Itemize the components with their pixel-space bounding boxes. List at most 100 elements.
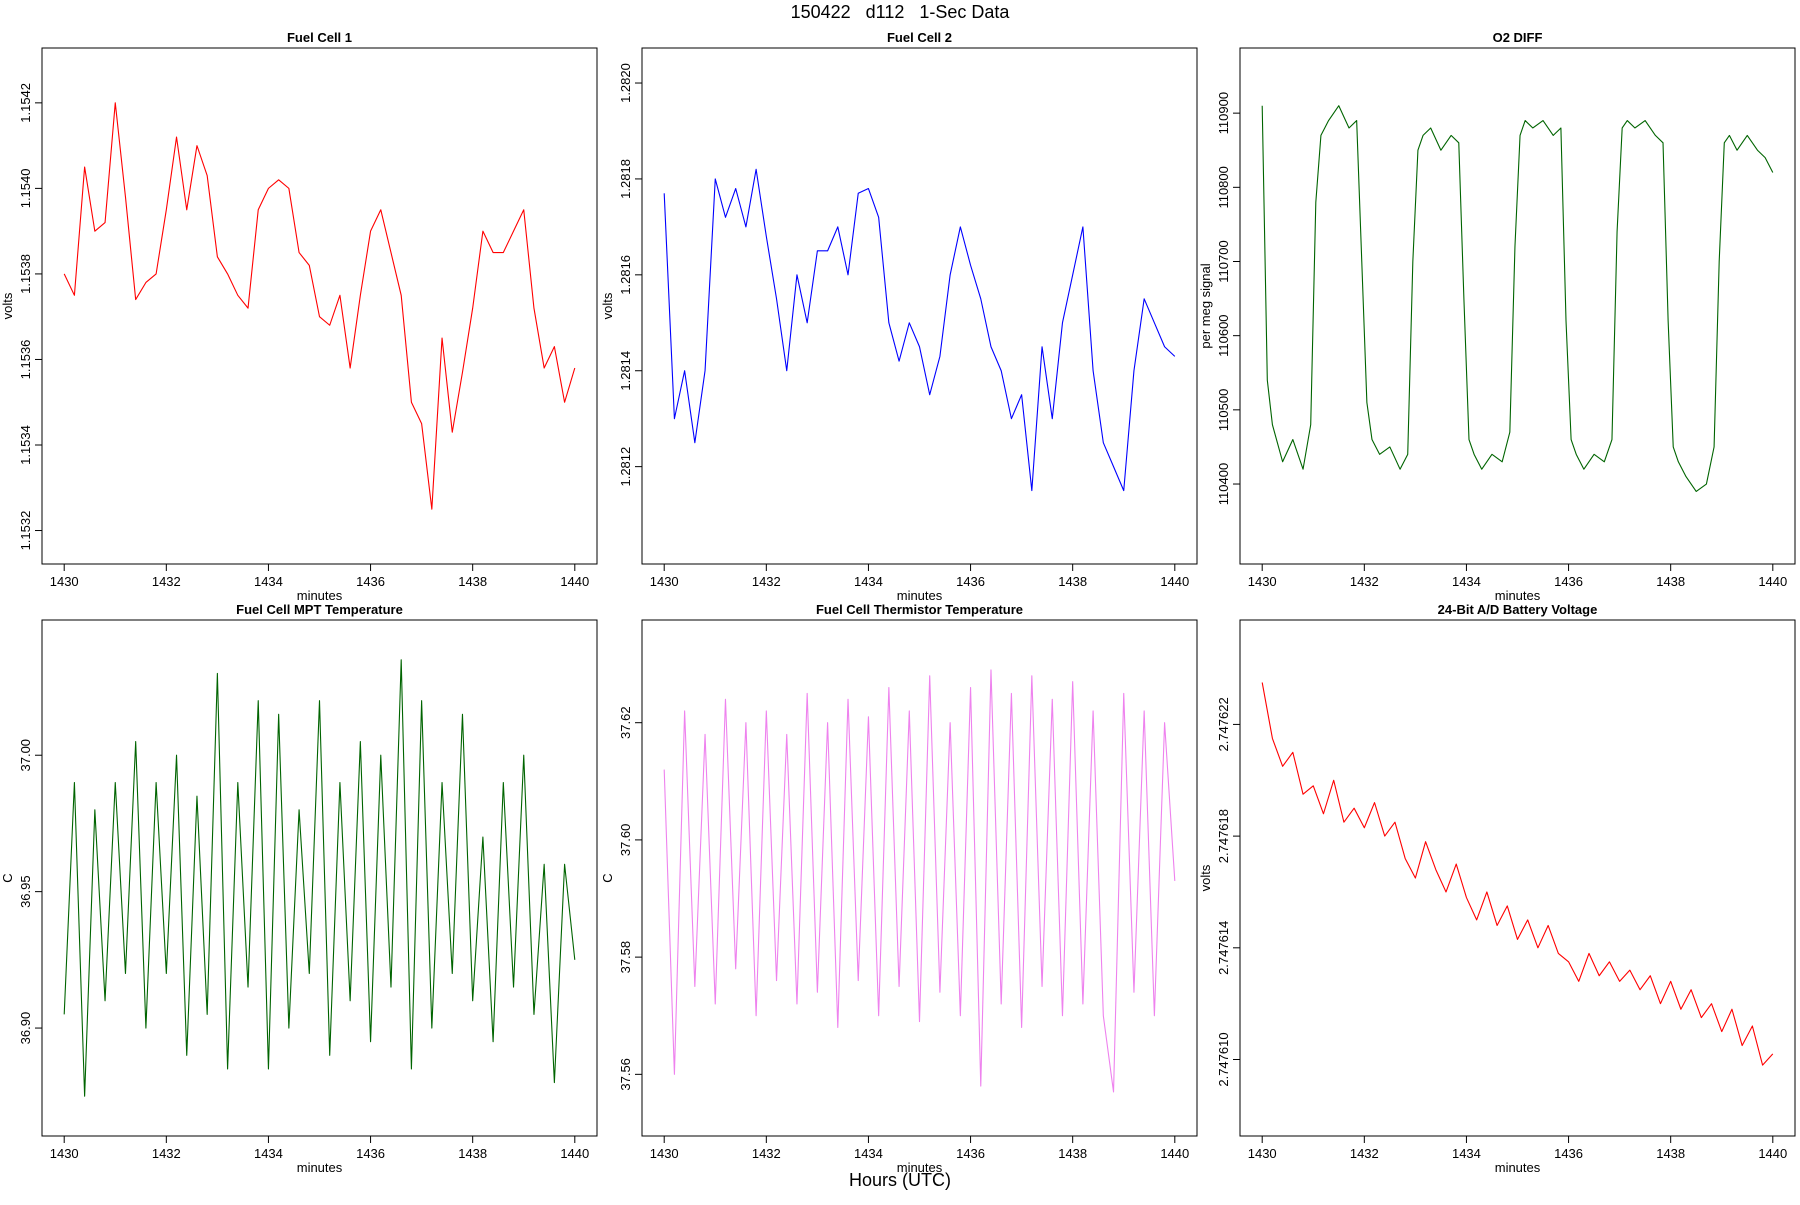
x-tick-label: 1438 <box>458 1146 487 1161</box>
x-tick-label: 1436 <box>356 574 385 589</box>
chart-panel-5: Fuel Cell Thermistor Temperature 1430 1432… <box>600 602 1198 1175</box>
x-tick-label: 1430 <box>50 574 79 589</box>
y-tick-label: 1.1542 <box>18 83 33 123</box>
x-tick-label: 1434 <box>254 1146 283 1161</box>
x-tick-label: 1432 <box>752 574 781 589</box>
x-tick-label: 1438 <box>1058 1146 1087 1161</box>
chart-title: Fuel Cell 1 <box>287 30 352 45</box>
x-tick-label: 1432 <box>152 1146 181 1161</box>
y-tick-label: 1.1540 <box>18 169 33 209</box>
series-line <box>1261 105 1774 492</box>
x-tick-label: 1436 <box>1554 1146 1583 1161</box>
series-line <box>663 669 1176 1093</box>
y-tick-label: 36.95 <box>18 875 33 908</box>
x-tick-label: 1430 <box>50 1146 79 1161</box>
x-tick-label: 1430 <box>650 574 679 589</box>
y-tick-label: 1.1538 <box>18 254 33 294</box>
plot-frame <box>41 619 598 1137</box>
x-axis-label: minutes <box>897 588 943 603</box>
y-tick-label: 37.00 <box>18 739 33 772</box>
x-tick-label: 1440 <box>1160 574 1189 589</box>
x-tick-label: 1434 <box>254 574 283 589</box>
x-tick-label: 1438 <box>458 574 487 589</box>
overall-x-axis-label: Hours (UTC) <box>849 1170 951 1190</box>
y-tick-label: 2.747618 <box>1216 809 1231 863</box>
y-tick-label: 110800 <box>1216 166 1231 208</box>
chart-title: 24-Bit A/D Battery Voltage <box>1438 602 1598 617</box>
y-tick-label: 110600 <box>1216 314 1231 356</box>
x-tick-label: 1440 <box>1758 1146 1787 1161</box>
x-tick-label: 1430 <box>650 1146 679 1161</box>
x-tick-label: 1434 <box>1452 1146 1481 1161</box>
x-tick-label: 1440 <box>1758 574 1787 589</box>
x-axis-label: minutes <box>297 588 343 603</box>
y-axis-label: volts <box>0 292 15 319</box>
x-tick-label: 1436 <box>956 1146 985 1161</box>
x-tick-label: 1436 <box>356 1146 385 1161</box>
x-tick-label: 1430 <box>1248 1146 1277 1161</box>
y-axis-label: volts <box>600 292 615 319</box>
plot-frame <box>641 619 1198 1137</box>
x-axis-label: minutes <box>897 1160 943 1175</box>
series-line <box>63 659 576 1097</box>
y-tick-label: 1.1536 <box>18 340 33 380</box>
x-tick-label: 1440 <box>560 1146 589 1161</box>
y-tick-label: 37.60 <box>618 824 633 857</box>
y-tick-label: 1.1534 <box>18 425 33 465</box>
y-tick-label: 110700 <box>1216 240 1231 282</box>
chart-panel-4: Fuel Cell MPT Temperature 1430 1432 1434 143… <box>0 602 598 1175</box>
y-tick-label: 2.747614 <box>1216 921 1231 975</box>
series-line <box>63 102 576 510</box>
plot-frame <box>1239 47 1796 565</box>
chart-panel-2: Fuel Cell 2 1430 1432 1434 1436 1438 1440 minut… <box>600 30 1198 603</box>
y-tick-label: 1.1532 <box>18 511 33 551</box>
y-tick-label: 1.2812 <box>618 447 633 487</box>
x-axis-label: minutes <box>297 1160 343 1175</box>
x-tick-label: 1438 <box>1656 574 1685 589</box>
y-tick-label: 37.58 <box>618 941 633 974</box>
y-tick-label: 110900 <box>1216 92 1231 134</box>
x-tick-label: 1436 <box>956 574 985 589</box>
y-tick-label: 110500 <box>1216 389 1231 431</box>
chart-title: Fuel Cell Thermistor Temperature <box>816 602 1023 617</box>
chart-panel-1: Fuel Cell 1 1430 1432 1434 1436 1438 1440 minut… <box>0 30 598 603</box>
y-tick-label: 37.62 <box>618 706 633 739</box>
chart-title: O2 DIFF <box>1493 30 1543 45</box>
y-tick-label: 1.2820 <box>618 63 633 103</box>
x-tick-label: 1432 <box>752 1146 781 1161</box>
y-tick-label: 2.747622 <box>1216 697 1231 751</box>
chart-title: Fuel Cell 2 <box>887 30 952 45</box>
y-tick-label: 110400 <box>1216 463 1231 505</box>
x-tick-label: 1434 <box>1452 574 1481 589</box>
x-axis-label: minutes <box>1495 1160 1541 1175</box>
y-axis-label: per meg signal <box>1198 263 1213 348</box>
y-tick-label: 2.747610 <box>1216 1032 1231 1086</box>
plot-frame <box>41 47 598 565</box>
x-tick-label: 1438 <box>1656 1146 1685 1161</box>
chart-panel-3: O2 DIFF 1430 1432 1434 1436 1438 1440 minutes 11… <box>1198 30 1796 603</box>
x-tick-label: 1430 <box>1248 574 1277 589</box>
x-tick-label: 1432 <box>152 574 181 589</box>
y-tick-label: 37.56 <box>618 1058 633 1091</box>
y-axis-label: C <box>600 873 615 882</box>
x-tick-label: 1434 <box>854 1146 883 1161</box>
x-tick-label: 1436 <box>1554 574 1583 589</box>
chart-panel-6: 24-Bit A/D Battery Voltage 1430 1432 1434 14… <box>1198 602 1796 1175</box>
x-tick-label: 1440 <box>1160 1146 1189 1161</box>
figure-title: 150422 d112 1-Sec Data <box>790 2 1010 22</box>
y-tick-label: 1.2814 <box>618 351 633 391</box>
series-line <box>663 168 1176 492</box>
chart-title: Fuel Cell MPT Temperature <box>236 602 403 617</box>
plot-frame <box>641 47 1198 565</box>
y-axis-label: volts <box>1198 864 1213 891</box>
y-axis-label: C <box>0 873 15 882</box>
x-tick-label: 1432 <box>1350 574 1379 589</box>
x-tick-label: 1432 <box>1350 1146 1379 1161</box>
x-tick-label: 1434 <box>854 574 883 589</box>
plot-frame <box>1239 619 1796 1137</box>
series-line <box>1261 682 1774 1066</box>
x-tick-label: 1440 <box>560 574 589 589</box>
y-tick-label: 1.2818 <box>618 159 633 199</box>
y-tick-label: 36.90 <box>18 1012 33 1045</box>
